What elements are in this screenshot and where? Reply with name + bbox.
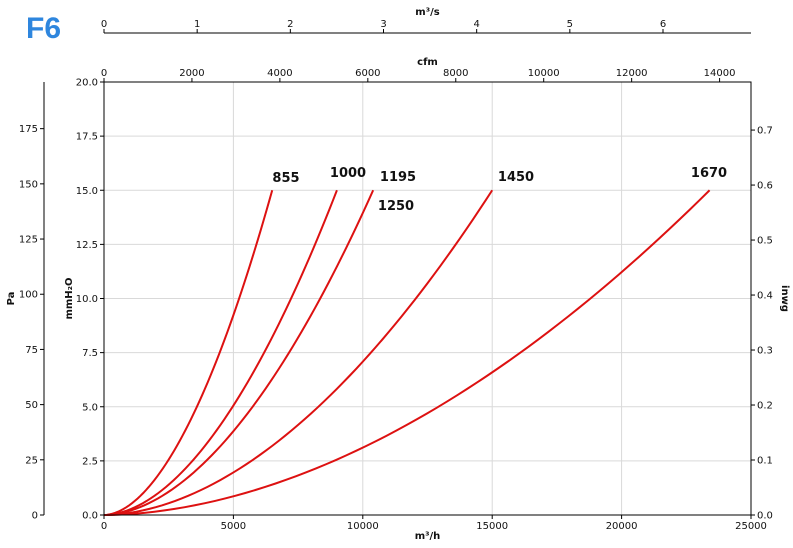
y-tick-label: 12.5 (76, 240, 98, 251)
x-tick-label: 10000 (347, 521, 379, 532)
m3s-tick-label: 6 (660, 19, 666, 30)
pa-tick-label: 50 (25, 400, 38, 411)
cfm-tick-label: 14000 (704, 68, 736, 79)
x-axis-title: m³/h (415, 531, 441, 542)
curve-labels: 855 1000 1195 1450 1670 1250 (272, 166, 727, 214)
cfm-tick-label: 0 (101, 68, 107, 79)
m3s-tick-label: 1 (194, 19, 200, 30)
m3s-tick-label: 5 (567, 19, 573, 30)
y-tick-label: 10.0 (76, 294, 98, 305)
m3s-tick-label: 0 (101, 19, 107, 30)
axes: 0 5000 10000 15000 20000 25000m³/h0.02.55.07.… (6, 7, 790, 542)
m3s-tick-label: 3 (380, 19, 386, 30)
curve-1000 (103, 189, 338, 516)
inwg-tick-label: 0.4 (757, 291, 773, 302)
m3s-axis-title: m³/s (415, 7, 439, 18)
curve-label-855: 855 (272, 171, 299, 186)
pa-tick-label: 100 (19, 290, 38, 301)
cfm-tick-label: 10000 (528, 68, 560, 79)
curve-label-1670: 1670 (691, 166, 727, 181)
inwg-tick-label: 0.1 (757, 456, 773, 467)
pa-tick-label: 75 (25, 345, 38, 356)
m3s-tick-label: 2 (287, 19, 293, 30)
y-axis-title: mmH₂O (64, 277, 75, 319)
curves (103, 189, 711, 516)
y-tick-label: 5.0 (82, 402, 98, 413)
curve-1195 (103, 189, 375, 516)
pa-tick-label: 150 (19, 179, 38, 190)
curve-label-1000: 1000 (330, 166, 366, 181)
inwg-tick-label: 0.3 (757, 346, 773, 357)
logo: F6 (26, 12, 62, 45)
pa-tick-label: 175 (19, 124, 38, 135)
inwg-tick-label: 0.7 (757, 126, 773, 137)
x-tick-label: 0 (101, 521, 107, 532)
x-tick-label: 20000 (606, 521, 638, 532)
cfm-tick-label: 12000 (616, 68, 648, 79)
y-tick-label: 17.5 (76, 132, 98, 143)
curve-label-1450: 1450 (498, 170, 534, 185)
cfm-tick-label: 4000 (267, 68, 292, 79)
cfm-axis-title: cfm (417, 57, 438, 68)
y-tick-label: 2.5 (82, 456, 98, 467)
curve-label-1250: 1250 (378, 199, 414, 214)
inwg-tick-label: 0.5 (757, 236, 773, 247)
pa-tick-label: 25 (25, 455, 38, 466)
cfm-tick-label: 6000 (355, 68, 380, 79)
curve-855 (103, 189, 274, 516)
cfm-tick-label: 2000 (179, 68, 204, 79)
x-tick-label: 25000 (735, 521, 767, 532)
pa-axis-title: Pa (6, 292, 17, 306)
curve-label-1195: 1195 (380, 170, 416, 185)
inwg-tick-label: 0.2 (757, 401, 773, 412)
x-tick-label: 5000 (221, 521, 246, 532)
inwg-tick-label: 0.6 (757, 181, 773, 192)
curve-1450 (103, 189, 494, 516)
y-tick-label: 20.0 (76, 78, 98, 89)
curve-1670 (103, 189, 711, 516)
x-tick-label: 15000 (476, 521, 508, 532)
grid (104, 82, 751, 515)
y-tick-label: 7.5 (82, 348, 98, 359)
inwg-axis-title: inwg (779, 285, 790, 312)
inwg-tick-label: 0.0 (757, 511, 773, 522)
pa-tick-label: 0 (32, 511, 38, 522)
pa-tick-label: 125 (19, 235, 38, 246)
y-tick-label: 0.0 (82, 511, 98, 522)
cfm-tick-label: 8000 (443, 68, 468, 79)
y-tick-label: 15.0 (76, 186, 98, 197)
m3s-tick-label: 4 (473, 19, 479, 30)
